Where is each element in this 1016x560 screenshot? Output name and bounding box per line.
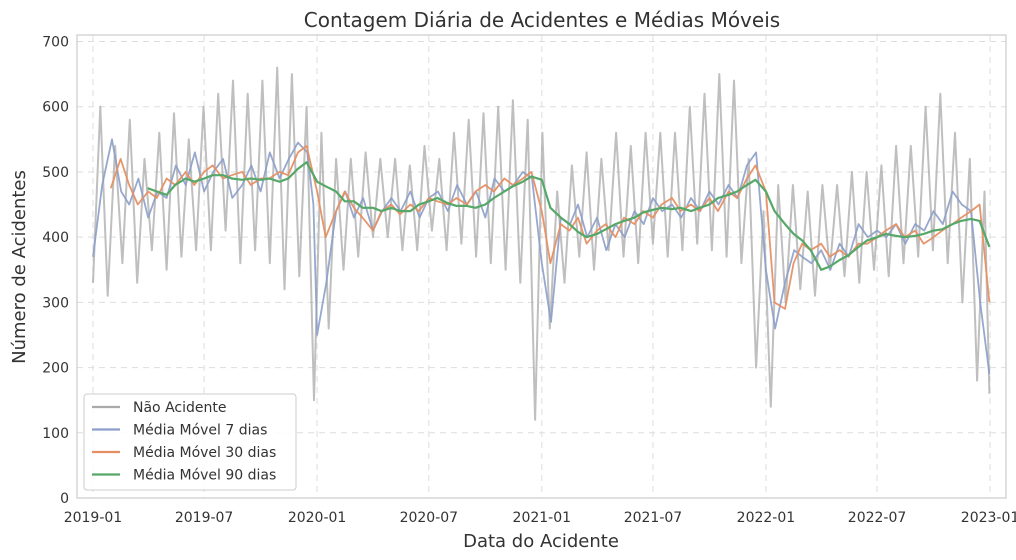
series-line-3 <box>109 144 991 310</box>
y-tick-label: 400 <box>42 230 69 246</box>
y-tick-label: 200 <box>42 361 69 377</box>
series-line-4 <box>147 161 991 271</box>
y-tick-label: 500 <box>42 165 69 181</box>
y-axis-label: Número de Acidentes <box>9 170 30 364</box>
x-tick-label: 2022-01 <box>737 510 796 526</box>
legend: Não Acidente Média Móvel 7 dias Média Móve… <box>83 393 297 491</box>
y-tick-labels: 0 100 200 300 400 500 600 700 <box>42 35 69 507</box>
x-tick-label: 2020-01 <box>288 510 347 526</box>
x-tick-label: 2020-07 <box>400 510 459 526</box>
x-tick-label: 2019-07 <box>175 510 234 526</box>
legend-label: Média Móvel 90 dias <box>133 468 276 484</box>
plot-frame <box>76 34 1007 499</box>
legend-label: Não Acidente <box>133 400 226 416</box>
y-tick-label: 600 <box>42 100 69 116</box>
x-tick-label: 2022-07 <box>848 510 907 526</box>
series-layer <box>92 66 991 421</box>
chart-title: Contagem Diária de Acidentes e Médias Mó… <box>304 8 780 32</box>
x-tick-labels: 2019-01 2019-07 2020-01 2020-07 2021-01 2021-… <box>64 510 1016 526</box>
series-line-2 <box>92 138 991 375</box>
x-axis-label: Data do Acidente <box>463 531 619 552</box>
x-tick-label: 2023-01 <box>961 510 1016 526</box>
y-tick-label: 300 <box>42 295 69 311</box>
y-tick-label: 700 <box>42 35 69 51</box>
legend-label: Média Móvel 30 dias <box>133 445 276 461</box>
y-tick-label: 100 <box>42 426 69 442</box>
x-tick-label: 2021-01 <box>513 510 572 526</box>
legend-box <box>83 393 297 491</box>
legend-label: Média Móvel 7 dias <box>133 423 267 439</box>
x-tick-label: 2021-07 <box>624 510 683 526</box>
x-tick-label: 2019-01 <box>64 510 123 526</box>
y-tick-label: 0 <box>60 491 69 507</box>
